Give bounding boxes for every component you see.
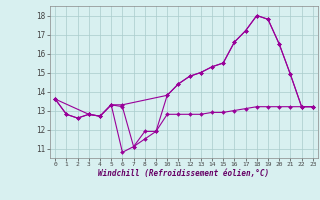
X-axis label: Windchill (Refroidissement éolien,°C): Windchill (Refroidissement éolien,°C) — [99, 169, 269, 178]
